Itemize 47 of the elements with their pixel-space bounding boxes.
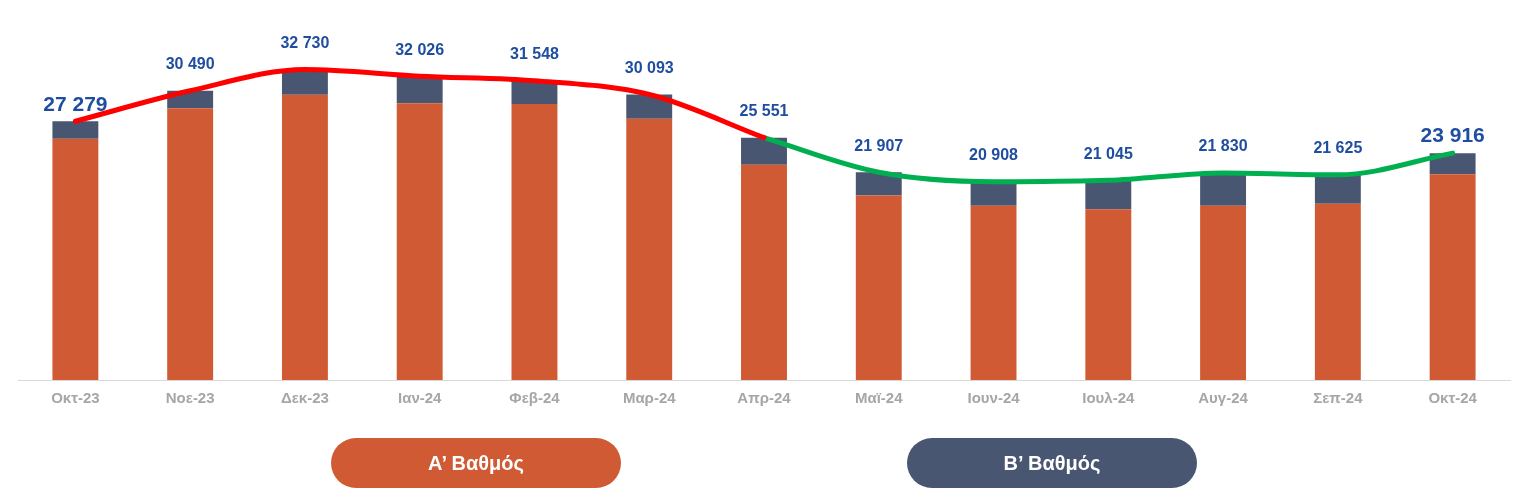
text: Β’ Βαθμός xyxy=(907,438,1197,488)
bar xyxy=(741,137,787,165)
x-tick-label: Φεβ-24 xyxy=(509,389,561,407)
bar xyxy=(970,205,1017,380)
bar xyxy=(1085,180,1132,210)
bar xyxy=(1314,203,1361,380)
data-label: 32 730 xyxy=(280,33,330,51)
x-tick-label: Απρ-24 xyxy=(737,389,792,407)
bar xyxy=(396,76,443,104)
x-tick-label: Ιουλ-24 xyxy=(1082,389,1135,407)
bar xyxy=(1429,174,1476,380)
x-tick-label: Αυγ-24 xyxy=(1198,389,1249,407)
x-tick-label: Μαϊ-24 xyxy=(854,389,904,407)
x-tick-label: Οκτ-24 xyxy=(1428,389,1478,407)
data-label: 31 548 xyxy=(509,45,560,63)
bar xyxy=(396,103,443,380)
x-tick-label: Σεπ-24 xyxy=(1313,389,1364,407)
x-tick-label: Μαρ-24 xyxy=(622,389,677,407)
data-label: 27 279 xyxy=(43,91,108,115)
data-label: 23 916 xyxy=(1420,123,1485,147)
bar xyxy=(167,108,214,380)
bar xyxy=(281,94,328,380)
data-label: 21 625 xyxy=(1313,139,1363,157)
data-label: 20 908 xyxy=(969,146,1019,164)
x-tick-label: Ιαν-24 xyxy=(397,389,443,407)
data-label: 30 490 xyxy=(165,55,215,73)
bar xyxy=(741,164,787,380)
data-label: 30 093 xyxy=(624,58,674,76)
bar xyxy=(1085,209,1132,380)
bar xyxy=(626,118,673,380)
bar xyxy=(855,195,902,380)
x-tick-label: Δεκ-23 xyxy=(280,389,329,407)
bar xyxy=(1200,172,1247,206)
bar xyxy=(52,121,99,139)
data-label: 25 551 xyxy=(739,102,789,120)
bar xyxy=(52,138,99,380)
bar xyxy=(1314,174,1361,204)
data-label: 32 026 xyxy=(395,40,445,58)
x-tick-label: Ιουν-24 xyxy=(967,389,1021,407)
x-tick-label: Νοε-23 xyxy=(165,389,215,407)
data-label: 21 045 xyxy=(1083,144,1133,162)
data-label: 21 830 xyxy=(1198,137,1248,155)
bar xyxy=(1200,205,1247,380)
x-tick-label: Οκτ-23 xyxy=(51,389,100,407)
text: Α’ Βαθμός xyxy=(331,438,621,488)
bar xyxy=(511,103,558,380)
data-label: 21 907 xyxy=(854,136,904,154)
